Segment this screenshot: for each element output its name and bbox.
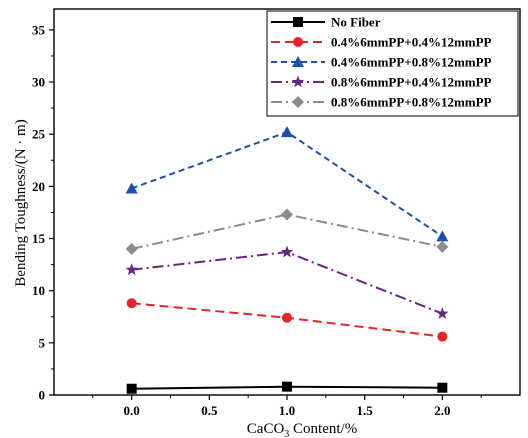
series-1-point xyxy=(282,381,292,392)
legend-marker xyxy=(292,96,304,108)
series-1 xyxy=(126,381,448,394)
legend-label: 0.4%6mmPP+0.4%12mmPP xyxy=(331,35,492,50)
legend-label: 0.8%6mmPP+0.8%12mmPP xyxy=(331,95,492,110)
series-5-point xyxy=(436,240,449,253)
x-axis-title: CaCO3 Content/% xyxy=(247,421,357,438)
y-tick-label: 35 xyxy=(32,22,46,37)
x-tick-label: 0.0 xyxy=(124,403,140,418)
legend-marker xyxy=(293,37,303,47)
series-1-point xyxy=(126,383,137,394)
series-4-point xyxy=(280,245,294,258)
legend-marker xyxy=(291,75,305,88)
legend-entry: 0.8%6mmPP+0.8%12mmPP xyxy=(271,95,492,110)
series-1-point xyxy=(437,382,448,393)
series-3-line xyxy=(131,130,443,238)
x-tick-label: 2.0 xyxy=(434,403,450,418)
series-2-point xyxy=(282,312,292,323)
series-3 xyxy=(125,126,449,242)
x-tick-label: 0.5 xyxy=(201,403,218,418)
series-3-point xyxy=(436,230,449,242)
x-tick-label: 1.5 xyxy=(357,403,374,418)
series-3-point xyxy=(125,182,138,194)
legend-label: No Fiber xyxy=(331,15,381,30)
series-2-point xyxy=(126,298,137,309)
y-tick-label: 30 xyxy=(32,75,45,90)
legend-label: 0.8%6mmPP+0.4%12mmPP xyxy=(331,75,492,90)
legend-marker xyxy=(292,56,304,67)
x-axis-title-main: CaCO xyxy=(247,421,285,437)
series-2-point xyxy=(437,331,448,342)
series-5-point xyxy=(281,208,293,221)
x-axis-title-subscript: 3 xyxy=(284,429,289,438)
legend-entry: 0.8%6mmPP+0.4%12mmPP xyxy=(271,75,492,90)
legend-entry: No Fiber xyxy=(271,15,381,30)
x-axis-title-suffix: Content/% xyxy=(289,421,357,437)
y-tick-label: 15 xyxy=(32,231,46,246)
x-tick-label: 1.0 xyxy=(279,403,295,418)
series-5 xyxy=(125,208,449,255)
y-tick-label: 5 xyxy=(39,335,46,350)
y-tick-label: 20 xyxy=(32,179,45,194)
y-tick-label: 0 xyxy=(39,388,46,403)
legend-box xyxy=(266,10,519,117)
legend-entry: 0.4%6mmPP+0.4%12mmPP xyxy=(271,35,492,50)
legend-marker xyxy=(293,17,303,27)
series-4-point xyxy=(125,263,138,276)
y-axis-title: Bending Toughness/(N · m) xyxy=(13,119,29,286)
series-3-point xyxy=(281,126,293,138)
legend-entry: 0.4%6mmPP+0.8%12mmPP xyxy=(271,55,492,70)
series-4-line xyxy=(131,251,443,315)
y-tick-label: 10 xyxy=(32,283,45,298)
y-tick-label: 25 xyxy=(32,127,46,142)
series-5-point xyxy=(125,242,138,255)
series-2 xyxy=(126,298,448,342)
series-4 xyxy=(125,245,449,319)
series-4-point xyxy=(436,307,449,319)
legend-label: 0.4%6mmPP+0.8%12mmPP xyxy=(331,55,492,70)
